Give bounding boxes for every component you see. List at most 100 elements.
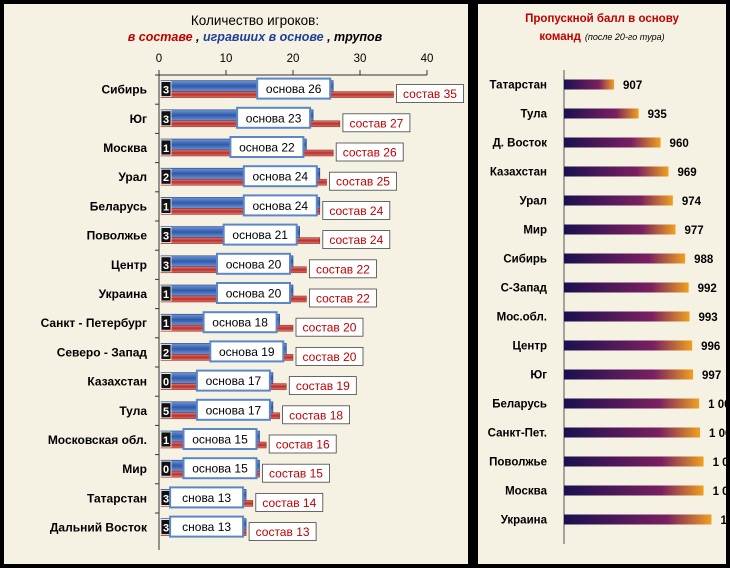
bar-trupov: [160, 402, 172, 419]
category-label: Урал: [520, 196, 547, 208]
sostav-value-label: состав 19: [296, 379, 350, 393]
osnova-label-box: [182, 428, 258, 450]
osnova-label-box: [242, 194, 318, 217]
bar-trupov: [160, 168, 172, 185]
sostav-label-box: [308, 259, 377, 279]
chart-subtitle-part: ,: [324, 30, 334, 44]
osnova-value-label: основа 18: [212, 316, 268, 330]
sostav-label-box: [308, 288, 377, 308]
score-value-label: 935: [648, 109, 668, 121]
players-chart-panel: Количество игроков: в составе , игравших …: [4, 4, 468, 564]
pass-score-chart: Пропускной балл в основу команд (после 20-…: [488, 13, 726, 544]
osnova-value-label: основа 20: [226, 287, 282, 301]
sostav-value-label: состав 24: [329, 233, 383, 247]
sostav-value-label: состав 20: [303, 321, 357, 335]
score-bar: [564, 311, 690, 322]
trupov-value-label: 0: [163, 464, 169, 476]
sostav-value-label: состав 18: [289, 408, 343, 422]
x-tick-label: 0: [156, 53, 162, 65]
score-bar: [564, 427, 701, 438]
osnova-label-box: [169, 486, 245, 509]
osnova-label-box: [229, 136, 305, 158]
osnova-value-label: основа 24: [253, 199, 309, 213]
score-value-label: 1 009: [713, 457, 726, 469]
chart-subtitle-part: в составе: [128, 30, 193, 44]
x-tick-label: 40: [421, 53, 434, 65]
players-chart: Количество игроков: в составе , игравших …: [41, 13, 464, 550]
category-label: Казахстан: [87, 375, 147, 389]
pass-score-chart-panel: Пропускной балл в основу команд (после 20-…: [478, 4, 726, 564]
category-label: Санкт-Пет.: [488, 428, 547, 440]
category-label: Тула: [119, 404, 147, 418]
category-label: Мир: [122, 462, 147, 476]
category-label: Тула: [520, 109, 547, 121]
category-label: Сибирь: [101, 83, 147, 97]
sostav-value-label: состав 16: [276, 438, 330, 452]
sostav-value-label: состав 22: [316, 292, 370, 306]
sostav-value-label: состав 35: [403, 87, 457, 101]
category-label: Беларусь: [492, 399, 547, 411]
sostav-value-label: состав 13: [256, 525, 310, 539]
bar-trupov: [160, 285, 172, 302]
score-bar: [564, 195, 673, 206]
score-bar: [564, 253, 686, 264]
sostav-label-box: [268, 434, 337, 454]
chart-title-note: (после 20-го тура): [585, 32, 665, 42]
trupov-value-label: 2: [163, 347, 169, 359]
category-label: С-Запад: [501, 283, 548, 295]
score-value-label: 974: [682, 196, 702, 208]
osnova-value-label: основа 26: [266, 82, 322, 96]
score-bar: [564, 79, 615, 90]
sostav-label-box: [329, 171, 397, 191]
chart-title: Количество игроков:: [191, 13, 319, 28]
x-tick-label: 10: [220, 53, 233, 65]
osnova-label-box: [195, 369, 271, 392]
trupov-value-label: 3: [163, 231, 169, 243]
sostav-value-label: состав 15: [269, 467, 323, 481]
score-value-label: 996: [701, 341, 720, 353]
score-value-label: 1 009: [713, 486, 726, 498]
bar-trupov: [160, 110, 172, 127]
bar-trupov: [160, 343, 172, 360]
osnova-label-box: [242, 165, 318, 188]
sostav-label-box: [322, 200, 391, 220]
score-bar: [564, 485, 704, 496]
sostav-label-box: [262, 463, 330, 483]
trupov-value-label: 5: [163, 406, 169, 418]
bar-trupov: [160, 81, 172, 97]
score-bar: [564, 137, 661, 148]
bar-trupov: [160, 139, 172, 156]
category-label: Д. Восток: [493, 138, 548, 150]
trupov-value-label: 0: [163, 377, 169, 389]
sostav-label-box: [288, 376, 357, 396]
trupov-value-label: 1: [163, 289, 169, 301]
osnova-label-box: [195, 398, 271, 421]
trupov-value-label: 3: [163, 523, 169, 535]
category-label: Мос.обл.: [497, 312, 547, 324]
trupov-value-label: 2: [163, 172, 169, 184]
trupov-value-label: 1: [163, 201, 169, 213]
score-bar: [564, 340, 693, 351]
category-label: Юг: [530, 370, 547, 382]
osnova-value-label: снова 13: [182, 491, 231, 505]
sostav-label-box: [295, 346, 364, 366]
trupov-value-label: 3: [163, 85, 169, 97]
chart-subtitle-part: трупов: [334, 30, 383, 44]
osnova-value-label: основа 15: [192, 433, 248, 447]
category-label: Татарстан: [489, 80, 547, 92]
score-value-label: 969: [677, 167, 696, 179]
score-value-label: 1 018: [720, 515, 726, 527]
chart-title: Пропускной балл в основу: [525, 13, 679, 25]
sostav-label-box: [322, 230, 391, 250]
score-value-label: 997: [702, 370, 721, 382]
category-label: Поволжье: [489, 457, 547, 469]
category-label: Сибирь: [503, 254, 547, 266]
osnova-label-box: [209, 340, 285, 363]
category-label: Казахстан: [490, 167, 547, 179]
sostav-value-label: состав 24: [329, 204, 383, 218]
category-label: Украина: [501, 515, 548, 527]
osnova-label-box: [236, 106, 312, 129]
sostav-label-box: [295, 317, 364, 337]
score-value-label: 960: [670, 138, 689, 150]
category-label: Северо - Запад: [57, 345, 148, 359]
